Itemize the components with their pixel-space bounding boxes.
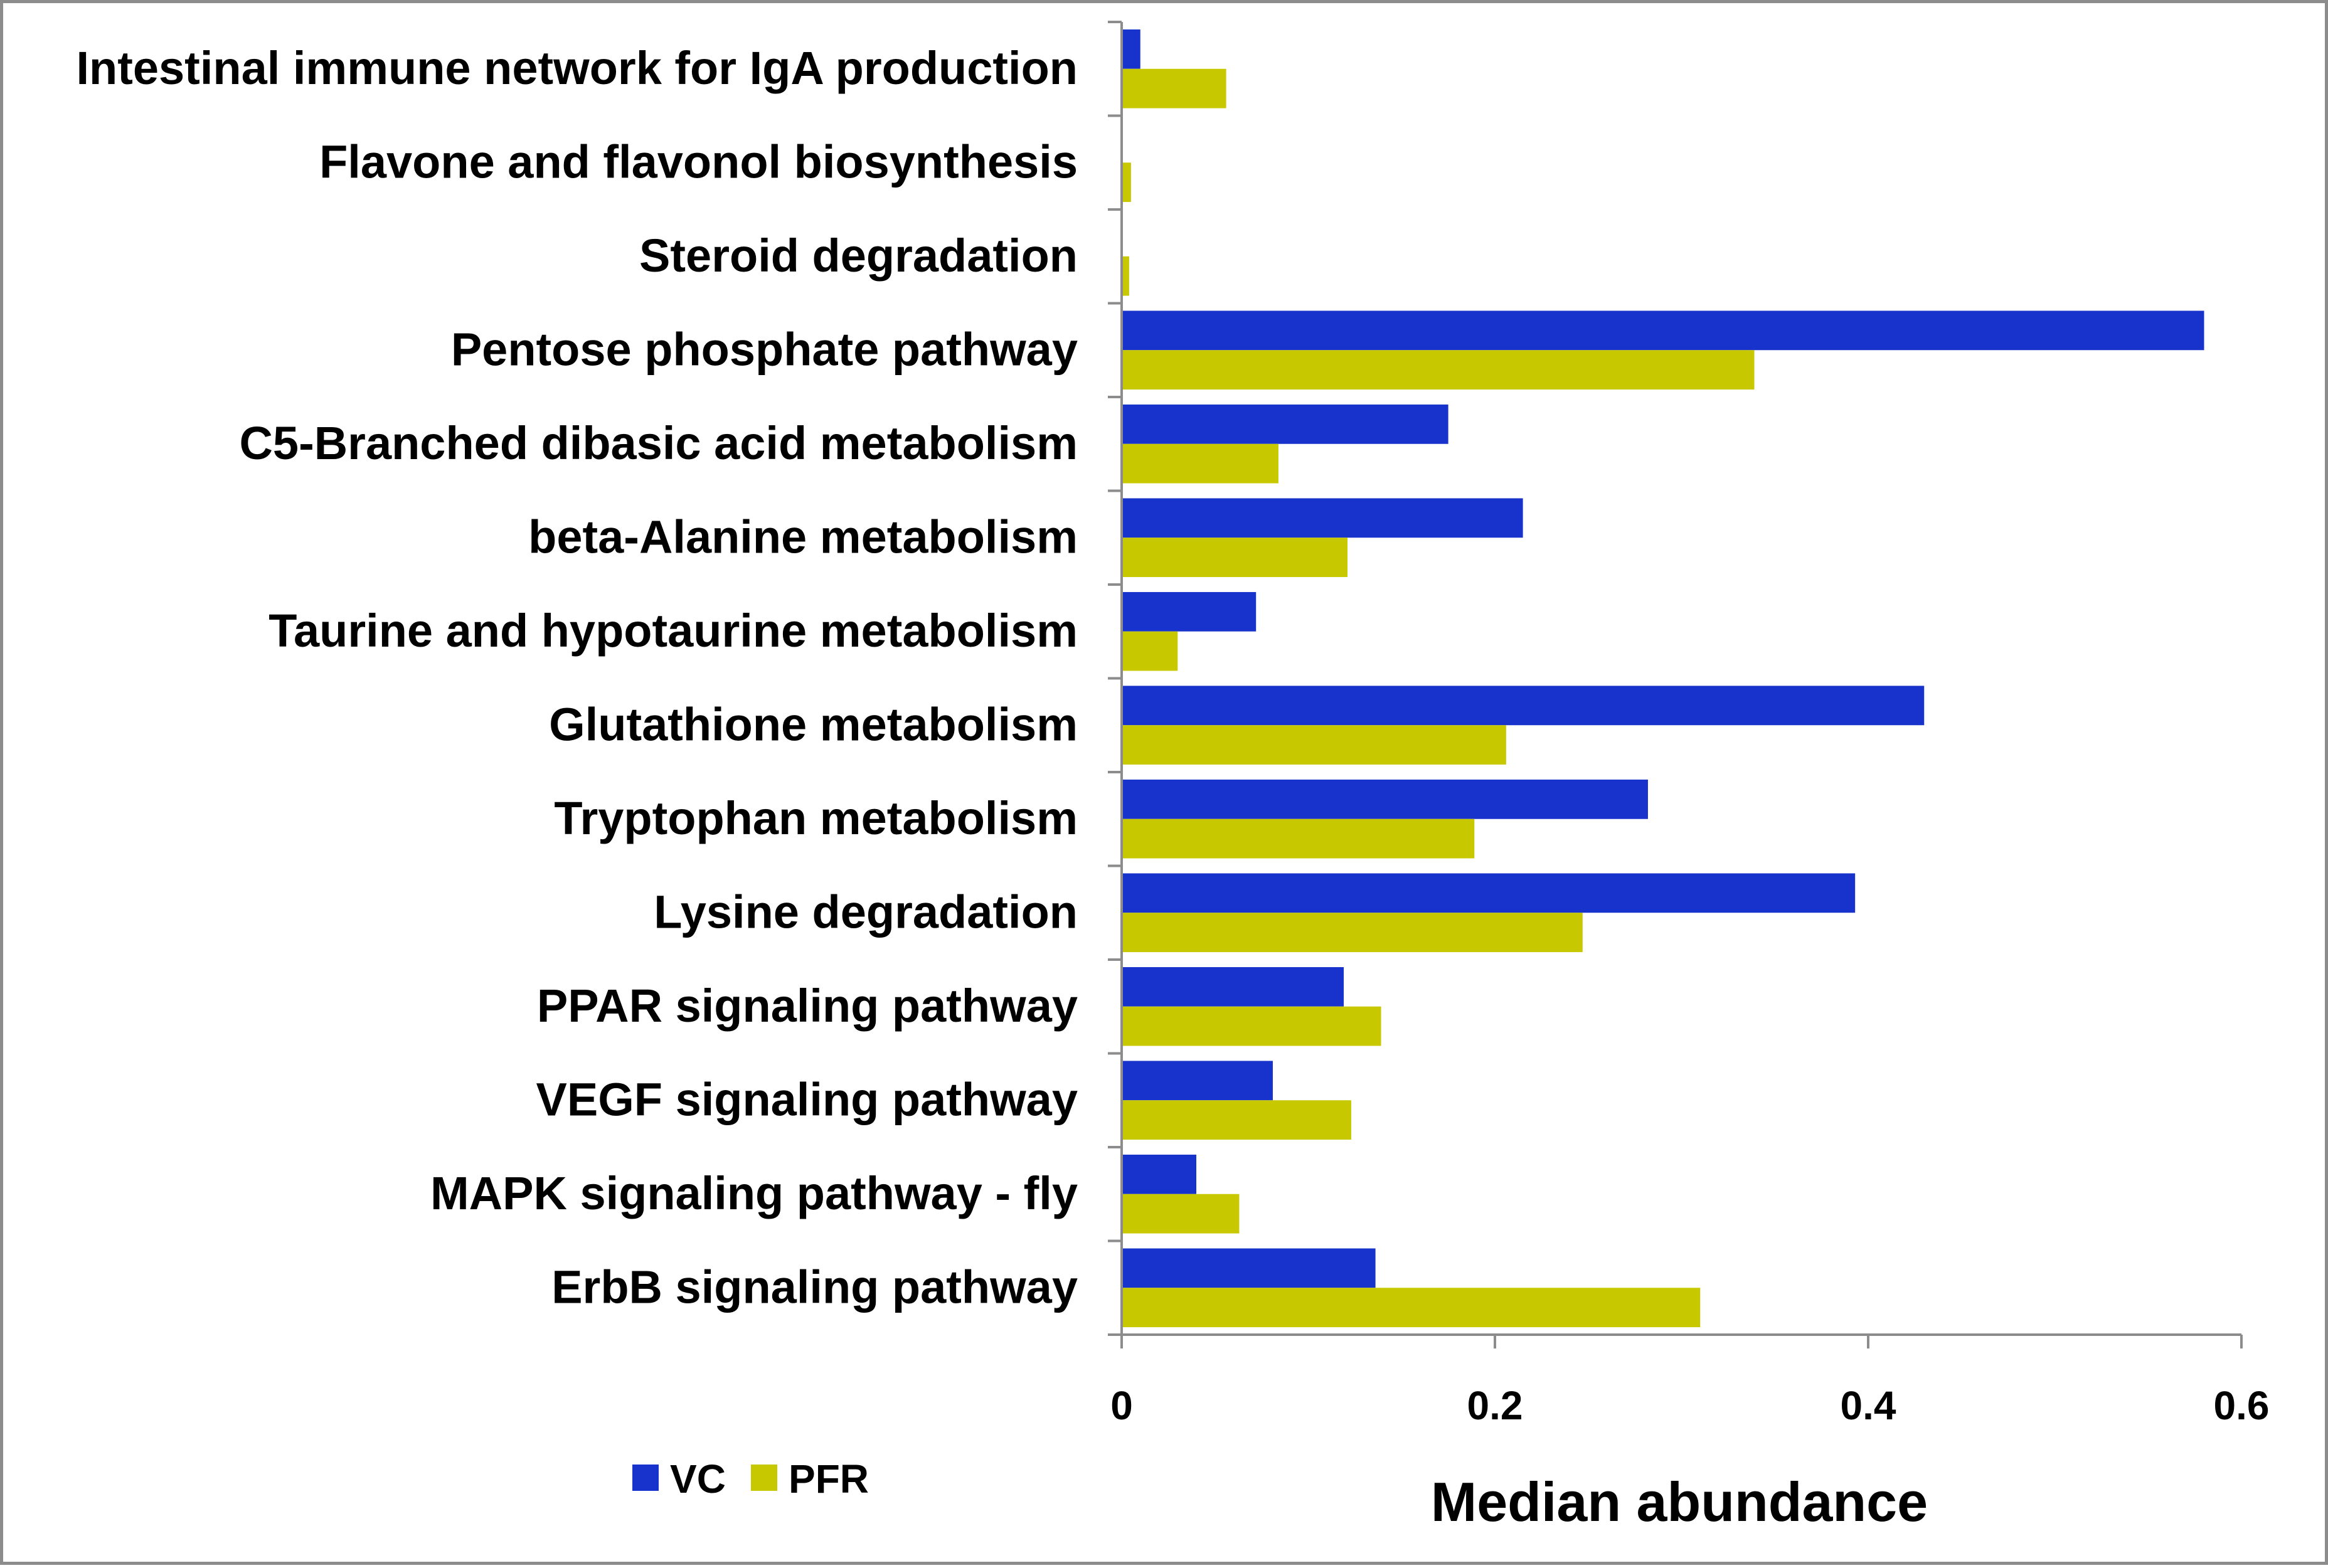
bar-pfr-9	[1122, 818, 1475, 859]
axes-group	[1108, 21, 2241, 1336]
bar-vc-11	[1122, 967, 1344, 1007]
category-label: Flavone and flavonol biosynthesis	[319, 135, 1078, 188]
bar-vc-10	[1122, 873, 1856, 913]
legend-label-vc: VC	[670, 1456, 726, 1502]
bar-pfr-8	[1122, 725, 1506, 765]
bars-group	[1122, 29, 2204, 1328]
x-tick-label: 0.4	[1841, 1383, 1896, 1428]
x-tick-label: 0	[1110, 1383, 1133, 1428]
legend-label-pfr: PFR	[789, 1456, 869, 1502]
legend: VC PFR	[632, 1456, 869, 1502]
bar-vc-12	[1122, 1061, 1273, 1101]
category-label: C5-Branched dibasic acid metabolism	[239, 417, 1078, 469]
bar-pfr-6	[1122, 538, 1347, 578]
bar-pfr-1	[1122, 68, 1226, 109]
x-tick-label: 0.6	[2214, 1383, 2270, 1428]
bar-pfr-2	[1122, 162, 1131, 203]
category-label: Taurine and hypotaurine metabolism	[268, 605, 1078, 657]
bar-vc-7	[1122, 591, 1257, 632]
bar-pfr-10	[1122, 913, 1583, 953]
x-tick-label: 0.2	[1467, 1383, 1523, 1428]
x-axis-ticks: 0 0.2 0.4 0.6	[1110, 1335, 2269, 1428]
bar-pfr-12	[1122, 1100, 1351, 1140]
bar-pfr-13	[1122, 1194, 1240, 1234]
category-labels: Intestinal immune network for IgA produc…	[76, 42, 1078, 1313]
bar-pfr-11	[1122, 1006, 1381, 1046]
bar-vc-1	[1122, 29, 1140, 69]
category-label: VEGF signaling pathway	[536, 1073, 1078, 1125]
bar-pfr-7	[1122, 631, 1178, 671]
bar-vc-6	[1122, 498, 1523, 538]
bar-vc-9	[1122, 779, 1648, 819]
category-label: Glutathione metabolism	[549, 698, 1078, 750]
legend-swatch-vc	[632, 1465, 659, 1491]
bar-vc-13	[1122, 1154, 1196, 1194]
category-label: ErbB signaling pathway	[551, 1261, 1078, 1313]
bar-pfr-4	[1122, 350, 1755, 390]
category-label: Pentose phosphate pathway	[451, 323, 1078, 375]
bar-vc-14	[1122, 1248, 1376, 1288]
category-label: Lysine degradation	[654, 886, 1078, 938]
legend-swatch-pfr	[751, 1465, 777, 1491]
bar-vc-4	[1122, 310, 2204, 351]
category-label: beta-Alanine metabolism	[528, 511, 1078, 563]
category-label: Intestinal immune network for IgA produc…	[76, 42, 1078, 94]
bar-pfr-14	[1122, 1288, 1701, 1328]
bar-chart: Intestinal immune network for IgA produc…	[76, 21, 2269, 1533]
bar-vc-5	[1122, 404, 1448, 444]
bar-vc-8	[1122, 686, 1925, 726]
category-label: PPAR signaling pathway	[537, 980, 1078, 1032]
category-label: Tryptophan metabolism	[554, 792, 1078, 844]
x-axis-title: Median abundance	[1431, 1471, 1928, 1533]
bar-pfr-3	[1122, 256, 1129, 296]
category-label: Steroid degradation	[639, 230, 1078, 282]
category-label: MAPK signaling pathway - fly	[430, 1167, 1078, 1219]
bar-pfr-5	[1122, 443, 1278, 484]
